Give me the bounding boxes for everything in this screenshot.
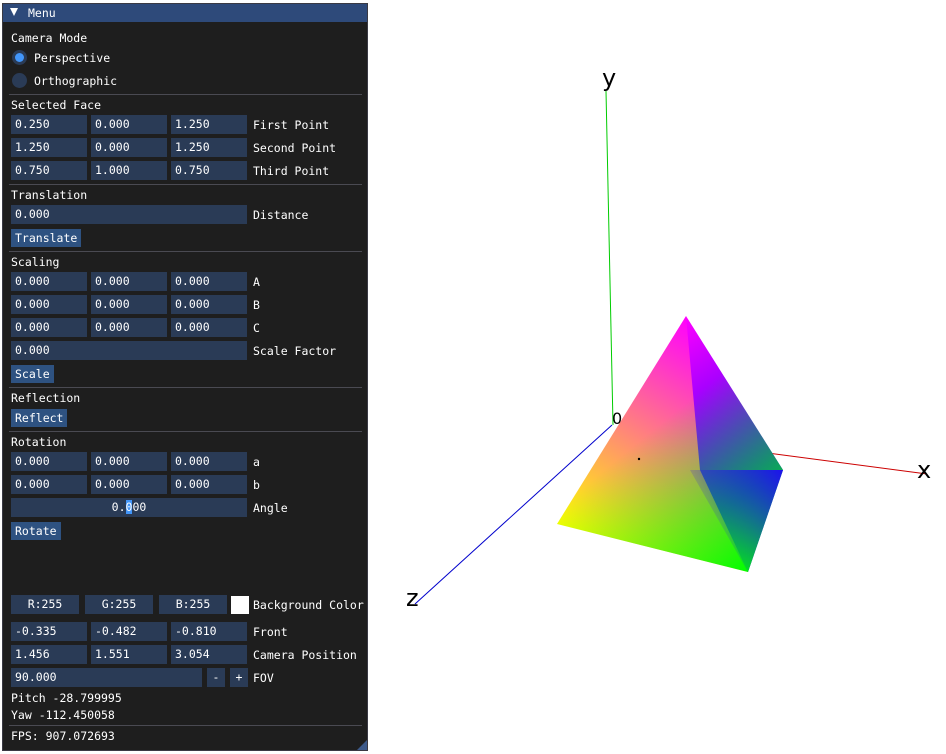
camera-position-x[interactable]: 1.456 <box>11 645 87 664</box>
scale-b-x[interactable]: 0.000 <box>11 295 87 314</box>
divider <box>9 251 362 252</box>
divider <box>9 94 362 95</box>
scale-factor-label: Scale Factor <box>253 344 337 358</box>
scale-b-z[interactable]: 0.000 <box>171 295 247 314</box>
rotation-a-y[interactable]: 0.000 <box>91 452 167 471</box>
rotation-b-y[interactable]: 0.000 <box>91 475 167 494</box>
rotation-b-label: b <box>253 478 260 492</box>
selected-face-heading: Selected Face <box>11 98 102 112</box>
perspective-radio[interactable] <box>12 50 27 65</box>
rotation-a-z[interactable]: 0.000 <box>171 452 247 471</box>
second-point-label: Second Point <box>253 141 337 155</box>
reflect-button[interactable]: Reflect <box>11 409 68 427</box>
menu-panel[interactable]: Menu Camera Mode Perspective Orthographi… <box>2 3 368 751</box>
scale-a-y[interactable]: 0.000 <box>91 272 167 291</box>
camera-mode-heading: Camera Mode <box>11 31 88 45</box>
angle-field[interactable]: 0.000 <box>11 498 247 517</box>
third-point-z[interactable]: 0.750 <box>171 161 247 180</box>
scale-c-z[interactable]: 0.000 <box>171 318 247 337</box>
angle-text-selection: 0 <box>125 500 133 514</box>
collapse-triangle-icon[interactable] <box>10 8 18 16</box>
third-point-label: Third Point <box>253 164 330 178</box>
fov-increment-button[interactable]: + <box>230 668 248 687</box>
scale-factor-field[interactable]: 0.000 <box>11 341 247 360</box>
bg-red-field[interactable]: R:255 <box>11 595 79 614</box>
camera-position-y[interactable]: 1.551 <box>91 645 167 664</box>
origin-label: 0 <box>612 409 622 428</box>
y-axis <box>605 90 614 426</box>
x-axis-label: x <box>917 456 931 484</box>
scaling-heading: Scaling <box>11 255 60 269</box>
divider <box>9 431 362 432</box>
resize-grip-icon[interactable] <box>357 740 367 750</box>
front-y[interactable]: -0.482 <box>91 622 167 641</box>
first-point-y[interactable]: 0.000 <box>91 115 167 134</box>
distance-label: Distance <box>253 208 309 222</box>
orthographic-label[interactable]: Orthographic <box>34 74 118 88</box>
fov-field[interactable]: 90.000 <box>11 668 202 687</box>
reflection-heading: Reflection <box>11 391 81 405</box>
yaw-readout: Yaw -112.450058 <box>11 708 115 722</box>
bg-color-swatch[interactable] <box>231 596 249 614</box>
z-axis <box>414 424 613 605</box>
front-z[interactable]: -0.810 <box>171 622 247 641</box>
rotation-a-label: a <box>253 455 260 469</box>
translation-heading: Translation <box>11 188 88 202</box>
translate-button[interactable]: Translate <box>11 229 82 247</box>
rotation-a-x[interactable]: 0.000 <box>11 452 87 471</box>
camera-position-z[interactable]: 3.054 <box>171 645 247 664</box>
rotation-b-x[interactable]: 0.000 <box>11 475 87 494</box>
rotate-button[interactable]: Rotate <box>11 522 61 540</box>
y-axis-label: y <box>602 64 616 92</box>
front-label: Front <box>253 625 288 639</box>
scale-a-z[interactable]: 0.000 <box>171 272 247 291</box>
scale-b-label: B <box>253 298 260 312</box>
second-point-y[interactable]: 0.000 <box>91 138 167 157</box>
second-point-x[interactable]: 1.250 <box>11 138 87 157</box>
divider <box>9 184 362 185</box>
angle-label: Angle <box>253 501 288 515</box>
menu-title: Menu <box>28 6 56 20</box>
rotation-b-z[interactable]: 0.000 <box>171 475 247 494</box>
angle-text-after: 00 <box>132 500 147 514</box>
pitch-readout: Pitch -28.799995 <box>11 691 122 705</box>
fps-readout: FPS: 907.072693 <box>11 729 115 743</box>
second-point-z[interactable]: 1.250 <box>171 138 247 157</box>
distance-field[interactable]: 0.000 <box>11 205 247 224</box>
fov-decrement-button[interactable]: - <box>207 668 225 687</box>
bg-color-label: Background Color <box>253 598 364 612</box>
radio-selected-dot <box>15 53 24 62</box>
x-axis <box>759 451 928 475</box>
third-point-y[interactable]: 1.000 <box>91 161 167 180</box>
angle-text-before: 0. <box>111 500 126 514</box>
camera-position-label: Camera Position <box>253 648 357 662</box>
scale-a-label: A <box>253 275 260 289</box>
orthographic-radio[interactable] <box>12 73 27 88</box>
scale-c-y[interactable]: 0.000 <box>91 318 167 337</box>
menu-titlebar[interactable]: Menu <box>3 4 367 22</box>
bg-blue-field[interactable]: B:255 <box>159 595 227 614</box>
third-point-x[interactable]: 0.750 <box>11 161 87 180</box>
divider <box>9 725 362 726</box>
scale-a-x[interactable]: 0.000 <box>11 272 87 291</box>
first-point-x[interactable]: 0.250 <box>11 115 87 134</box>
z-axis-label: z <box>406 584 419 612</box>
scale-b-y[interactable]: 0.000 <box>91 295 167 314</box>
bg-green-field[interactable]: G:255 <box>85 595 153 614</box>
scale-button[interactable]: Scale <box>11 365 54 383</box>
tetrahedron <box>557 316 783 572</box>
fov-label: FOV <box>253 671 274 685</box>
first-point-label: First Point <box>253 118 330 132</box>
front-x[interactable]: -0.335 <box>11 622 87 641</box>
rotation-heading: Rotation <box>11 435 67 449</box>
scale-c-label: C <box>253 321 260 335</box>
divider <box>9 387 362 388</box>
first-point-z[interactable]: 1.250 <box>171 115 247 134</box>
scale-c-x[interactable]: 0.000 <box>11 318 87 337</box>
perspective-label[interactable]: Perspective <box>34 51 111 65</box>
